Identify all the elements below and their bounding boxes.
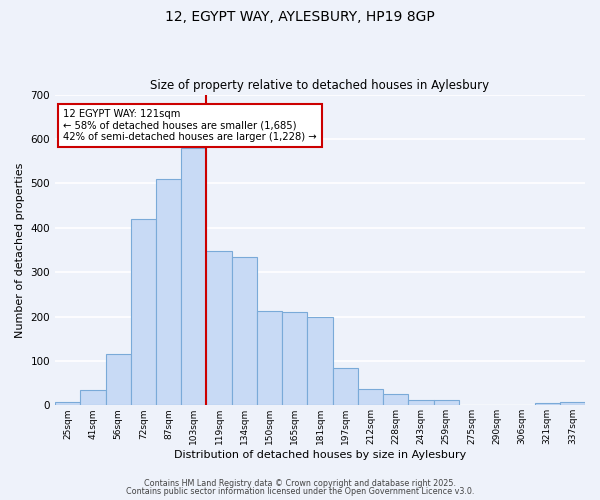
Bar xyxy=(106,354,131,406)
Bar xyxy=(232,256,257,406)
Bar xyxy=(358,389,383,406)
Bar xyxy=(156,179,181,406)
Bar xyxy=(55,402,80,406)
Text: 12, EGYPT WAY, AYLESBURY, HP19 8GP: 12, EGYPT WAY, AYLESBURY, HP19 8GP xyxy=(165,10,435,24)
Bar xyxy=(434,400,459,406)
Text: Contains HM Land Registry data © Crown copyright and database right 2025.: Contains HM Land Registry data © Crown c… xyxy=(144,478,456,488)
X-axis label: Distribution of detached houses by size in Aylesbury: Distribution of detached houses by size … xyxy=(174,450,466,460)
Title: Size of property relative to detached houses in Aylesbury: Size of property relative to detached ho… xyxy=(151,79,490,92)
Bar xyxy=(181,148,206,406)
Bar xyxy=(332,368,358,406)
Bar xyxy=(560,402,585,406)
Bar xyxy=(535,403,560,406)
Bar xyxy=(257,310,282,406)
Bar xyxy=(383,394,409,406)
Bar xyxy=(307,316,332,406)
Bar xyxy=(80,390,106,406)
Bar xyxy=(409,400,434,406)
Text: 12 EGYPT WAY: 121sqm
← 58% of detached houses are smaller (1,685)
42% of semi-de: 12 EGYPT WAY: 121sqm ← 58% of detached h… xyxy=(63,108,317,142)
Bar xyxy=(282,312,307,406)
Text: Contains public sector information licensed under the Open Government Licence v3: Contains public sector information licen… xyxy=(126,487,474,496)
Bar xyxy=(206,251,232,406)
Bar xyxy=(131,219,156,406)
Y-axis label: Number of detached properties: Number of detached properties xyxy=(15,162,25,338)
